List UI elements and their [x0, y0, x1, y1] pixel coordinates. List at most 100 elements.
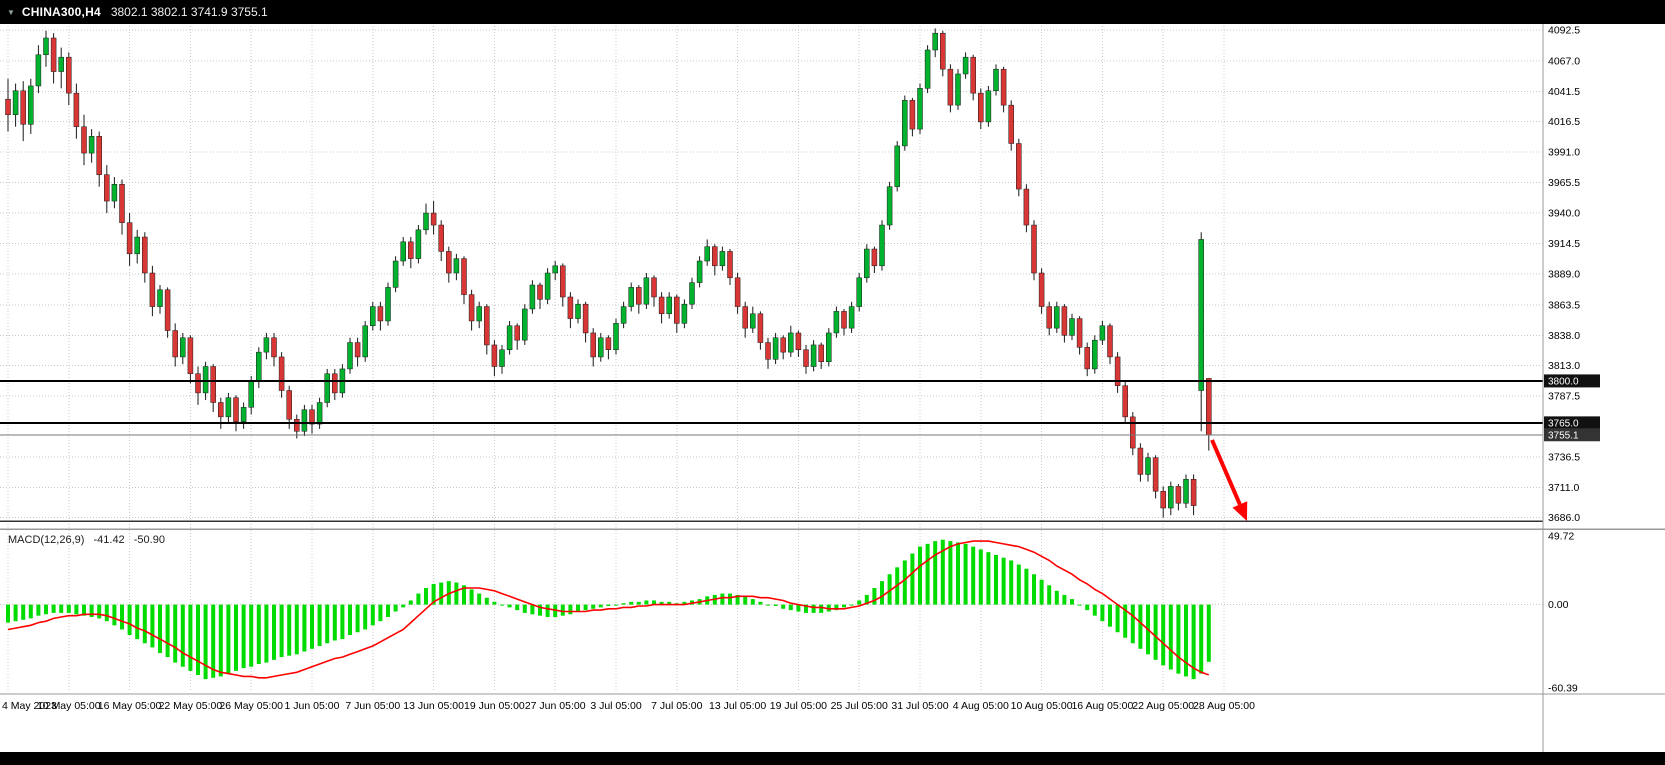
macd-plot-area[interactable] — [0, 530, 1543, 692]
time-axis-label: 16 May 05:00 — [98, 700, 162, 712]
bear-candle — [978, 92, 984, 123]
bull-candle — [12, 90, 19, 115]
macd-histogram-bar — [211, 604, 216, 678]
bull-candle — [423, 212, 429, 231]
macd-histogram-bar — [1108, 604, 1112, 627]
main-chart-plot-area[interactable] — [0, 24, 1543, 526]
bear-candle — [818, 344, 824, 362]
ohlc-readout: 3802.1 3802.1 3741.9 3755.1 — [110, 5, 268, 19]
bull-candle — [316, 402, 323, 425]
macd-histogram-bar — [135, 604, 140, 640]
bull-candle — [643, 277, 650, 305]
bear-candle — [104, 174, 110, 202]
macd-histogram-bar — [332, 604, 337, 641]
bull-candle — [111, 184, 118, 202]
macd-histogram-bar — [728, 593, 732, 605]
bear-candle — [765, 342, 771, 360]
bull-candle — [552, 265, 558, 274]
macd-histogram-bar — [13, 604, 18, 622]
macd-histogram-bar — [120, 604, 124, 630]
bull-candle — [1145, 457, 1151, 475]
macd-histogram-bar — [36, 604, 41, 616]
bear-candle — [278, 356, 285, 391]
bull-candle — [522, 308, 528, 341]
trend-arrow-head[interactable] — [1232, 501, 1248, 521]
trend-arrow-shaft[interactable] — [1210, 439, 1242, 506]
macd-histogram-bar — [180, 604, 185, 667]
bottom-bar — [0, 752, 1665, 765]
bull-candle — [58, 56, 64, 72]
macd-histogram-bar — [560, 604, 565, 616]
bear-candle — [309, 409, 315, 425]
price-axis[interactable] — [1543, 24, 1665, 752]
bear-candle — [1008, 104, 1014, 144]
price-axis-label: 3736.5 — [1548, 452, 1580, 464]
bear-candle — [1084, 347, 1090, 370]
macd-histogram-bar — [279, 604, 284, 658]
bear-candle — [126, 222, 133, 255]
macd-histogram-bar — [142, 604, 147, 644]
price-level-tag — [1544, 428, 1600, 442]
macd-signal-line — [7, 540, 1210, 679]
bear-candle — [1038, 272, 1045, 307]
bull-candle — [628, 287, 634, 307]
macd-histogram-bar — [804, 604, 808, 613]
macd-histogram-bar — [492, 601, 497, 605]
bear-candle — [1114, 356, 1121, 386]
macd-histogram-bar — [948, 541, 953, 605]
macd-histogram-bar — [310, 604, 314, 649]
price-axis-label: 3889.0 — [1548, 269, 1580, 281]
macd-histogram-bar — [1070, 599, 1074, 605]
bull-candle — [575, 303, 581, 319]
macd-histogram-bar — [1032, 574, 1036, 605]
macd-histogram-bar — [1016, 564, 1021, 605]
macd-histogram-bar — [614, 604, 618, 606]
bear-candle — [651, 277, 657, 298]
macd-histogram-bar — [393, 604, 398, 612]
time-axis-label: 19 Jun 05:00 — [464, 700, 525, 712]
macd-histogram-bar — [1153, 604, 1158, 660]
macd-histogram-bar — [408, 600, 413, 605]
macd-axis-label: 49.72 — [1548, 530, 1574, 542]
bull-candle — [476, 306, 482, 322]
bear-candle — [81, 126, 87, 154]
bear-candle — [712, 246, 718, 267]
bear-candle — [727, 251, 733, 279]
bear-candle — [734, 277, 741, 307]
bear-candle — [430, 212, 437, 226]
macd-histogram-bar — [811, 604, 816, 613]
bull-candle — [620, 306, 627, 324]
bull-candle — [415, 229, 422, 259]
bear-candle — [195, 373, 201, 394]
macd-histogram-bar — [918, 546, 922, 605]
time-axis-label: 7 Jun 05:00 — [345, 700, 400, 712]
bear-candle — [187, 337, 194, 374]
bear-candle — [119, 184, 125, 223]
bear-candle — [1016, 143, 1022, 190]
bear-candle — [50, 37, 57, 72]
bull-candle — [689, 282, 695, 305]
bull-candle — [43, 37, 49, 56]
bull-candle — [453, 258, 460, 274]
symbol-dropdown-icon[interactable]: ▼ — [7, 7, 15, 17]
bull-candle — [1054, 306, 1060, 329]
macd-histogram-bar — [720, 593, 725, 605]
macd-histogram-bar — [89, 604, 94, 618]
macd-histogram-bar — [1054, 590, 1059, 605]
bull-candle — [256, 351, 262, 382]
macd-histogram-bar — [28, 604, 33, 619]
macd-histogram-bar — [568, 604, 573, 615]
bear-candle — [142, 236, 148, 274]
time-axis-label: 10 Aug 05:00 — [1011, 700, 1073, 712]
macd-histogram-bar — [1138, 604, 1143, 649]
macd-histogram-bar — [1123, 604, 1128, 638]
bear-candle — [286, 390, 292, 420]
macd-histogram-bar — [522, 604, 527, 613]
macd-histogram-bar — [583, 604, 588, 611]
macd-histogram-bar — [971, 546, 976, 605]
bear-candle — [5, 98, 11, 115]
macd-histogram-bar — [1009, 560, 1014, 605]
time-axis-label: 13 Jul 05:00 — [709, 700, 766, 712]
macd-histogram-bar — [21, 604, 26, 620]
